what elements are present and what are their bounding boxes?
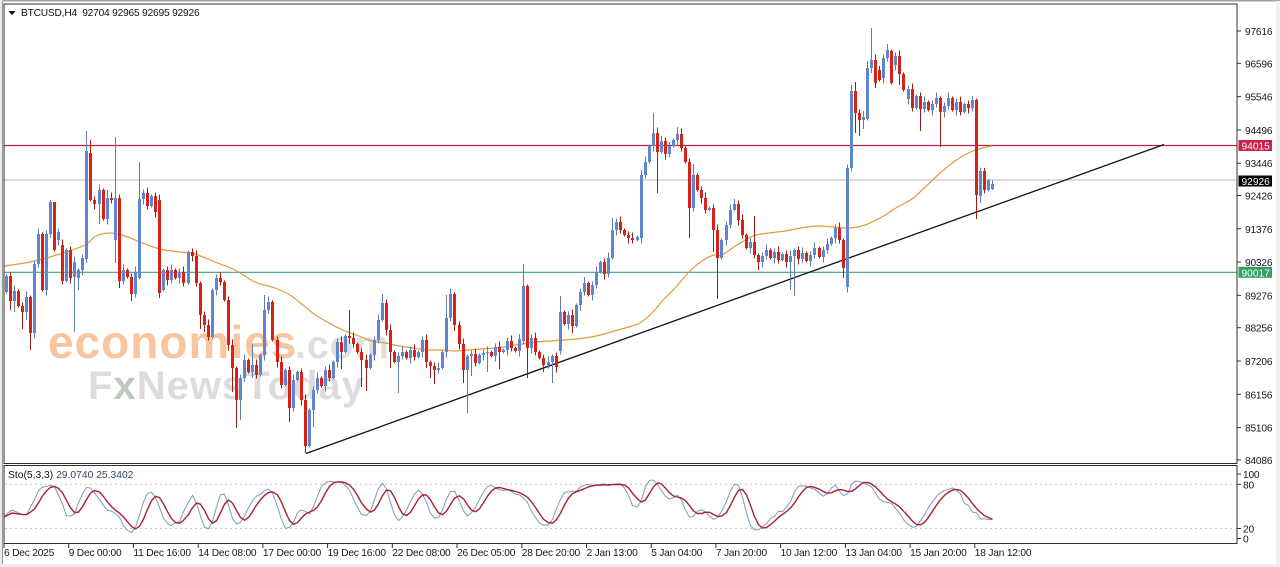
svg-text:93446: 93446 bbox=[1245, 159, 1273, 170]
svg-text:11 Dec 16:00: 11 Dec 16:00 bbox=[133, 548, 191, 559]
svg-text:90017: 90017 bbox=[1242, 268, 1271, 279]
svg-text:18 Jan 12:00: 18 Jan 12:00 bbox=[975, 548, 1032, 559]
svg-text:15 Jan 20:00: 15 Jan 20:00 bbox=[910, 548, 967, 559]
svg-text:26 Dec 05:00: 26 Dec 05:00 bbox=[457, 548, 516, 559]
svg-text:5 Jan 04:00: 5 Jan 04:00 bbox=[651, 548, 703, 559]
svg-text:economies: economies bbox=[48, 316, 297, 368]
svg-text:BTCUSD,H4 92704 92965 92695 9: BTCUSD,H4 92704 92965 92695 92926 bbox=[21, 8, 200, 19]
svg-text:96596: 96596 bbox=[1245, 59, 1273, 70]
svg-text:10 Jan 12:00: 10 Jan 12:00 bbox=[781, 548, 838, 559]
svg-text:14 Dec 08:00: 14 Dec 08:00 bbox=[198, 548, 257, 559]
svg-text:94496: 94496 bbox=[1245, 126, 1273, 137]
svg-text:19 Dec 16:00: 19 Dec 16:00 bbox=[328, 548, 387, 559]
svg-text:92926: 92926 bbox=[1242, 177, 1271, 188]
svg-text:89276: 89276 bbox=[1245, 291, 1273, 302]
svg-text:100: 100 bbox=[1243, 470, 1260, 481]
svg-text:97616: 97616 bbox=[1245, 27, 1273, 38]
svg-text:13 Jan 04:00: 13 Jan 04:00 bbox=[845, 548, 902, 559]
svg-text:87206: 87206 bbox=[1245, 357, 1273, 368]
svg-text:Sto(5,3,3) 29.0740 25.3402: Sto(5,3,3) 29.0740 25.3402 bbox=[8, 470, 134, 481]
svg-text:91376: 91376 bbox=[1245, 225, 1273, 236]
svg-text:80: 80 bbox=[1243, 480, 1254, 491]
svg-text:9 Dec 00:00: 9 Dec 00:00 bbox=[69, 548, 122, 559]
svg-text:94015: 94015 bbox=[1242, 142, 1271, 153]
svg-text:2 Jan 13:00: 2 Jan 13:00 bbox=[587, 548, 639, 559]
svg-text:92426: 92426 bbox=[1245, 192, 1273, 203]
svg-text:20: 20 bbox=[1243, 525, 1254, 536]
svg-text:88256: 88256 bbox=[1245, 324, 1273, 335]
svg-text:95546: 95546 bbox=[1245, 93, 1273, 104]
svg-text:0: 0 bbox=[1243, 535, 1249, 546]
svg-text:7 Jan 20:00: 7 Jan 20:00 bbox=[716, 548, 768, 559]
svg-text:90326: 90326 bbox=[1245, 258, 1273, 269]
svg-text:86156: 86156 bbox=[1245, 390, 1273, 401]
svg-text:85106: 85106 bbox=[1245, 424, 1273, 435]
svg-text:FxNewsToday: FxNewsToday bbox=[88, 364, 365, 408]
svg-text:84086: 84086 bbox=[1245, 456, 1273, 467]
svg-text:6 Dec 2025: 6 Dec 2025 bbox=[4, 548, 55, 559]
svg-text:22 Dec 08:00: 22 Dec 08:00 bbox=[392, 548, 451, 559]
svg-text:17 Dec 00:00: 17 Dec 00:00 bbox=[263, 548, 322, 559]
svg-text:28 Dec 20:00: 28 Dec 20:00 bbox=[522, 548, 581, 559]
